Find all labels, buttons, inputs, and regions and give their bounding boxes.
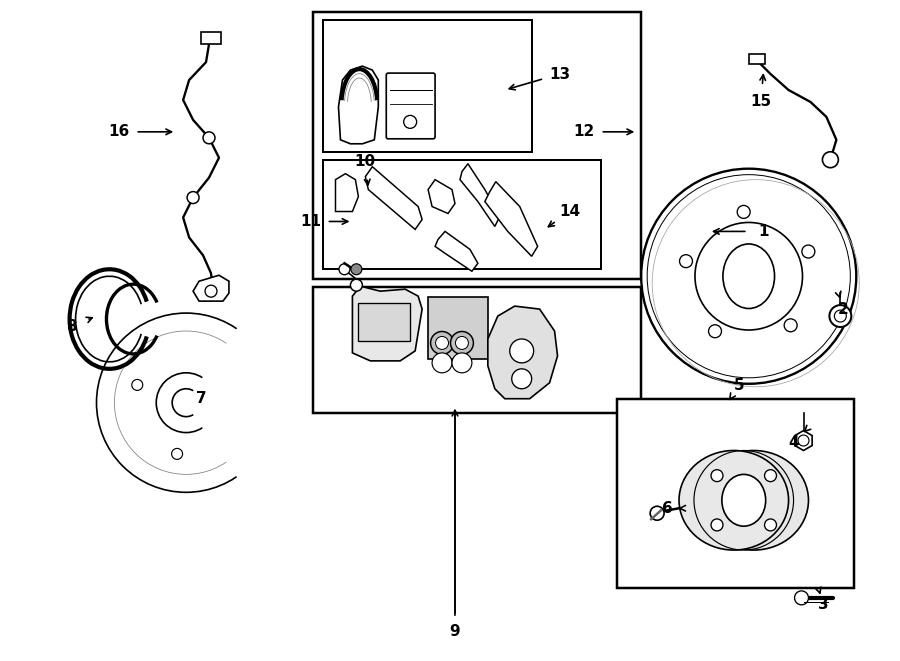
Bar (322, 20, 532, 152)
Text: 16: 16 (109, 124, 130, 139)
Text: 14: 14 (559, 204, 580, 219)
Circle shape (455, 336, 468, 350)
Bar (617, 399, 854, 588)
Circle shape (737, 206, 750, 218)
Circle shape (512, 369, 532, 389)
Circle shape (680, 254, 692, 268)
Circle shape (404, 116, 417, 128)
Circle shape (509, 339, 534, 363)
Circle shape (650, 506, 664, 520)
Text: 9: 9 (450, 624, 460, 639)
Text: 7: 7 (195, 391, 206, 407)
Text: 11: 11 (300, 214, 321, 229)
Bar (428, 297, 488, 359)
Polygon shape (365, 167, 422, 229)
Circle shape (798, 435, 809, 446)
Circle shape (451, 332, 473, 354)
Circle shape (784, 319, 797, 332)
Circle shape (452, 353, 472, 373)
Circle shape (157, 373, 216, 432)
Circle shape (795, 591, 808, 605)
Circle shape (218, 360, 229, 371)
Polygon shape (435, 231, 478, 271)
Bar (312, 13, 641, 279)
Circle shape (350, 279, 363, 291)
Circle shape (764, 470, 777, 482)
Circle shape (708, 325, 722, 338)
Circle shape (834, 310, 846, 322)
Circle shape (802, 245, 814, 258)
Circle shape (764, 519, 777, 531)
Circle shape (351, 264, 362, 275)
Text: 8: 8 (67, 319, 76, 334)
Polygon shape (795, 430, 812, 451)
Circle shape (711, 470, 723, 482)
Polygon shape (336, 174, 358, 212)
Circle shape (430, 332, 454, 354)
Circle shape (96, 313, 275, 492)
Text: 4: 4 (788, 435, 799, 450)
Text: 2: 2 (838, 301, 849, 317)
Circle shape (172, 448, 183, 459)
Circle shape (131, 379, 143, 391)
Bar (312, 287, 641, 412)
Text: 15: 15 (750, 95, 771, 110)
Circle shape (695, 223, 803, 330)
Circle shape (187, 192, 199, 204)
Circle shape (436, 336, 448, 350)
Circle shape (823, 152, 839, 168)
Bar (201, 32, 221, 44)
Bar (749, 54, 765, 64)
Ellipse shape (722, 475, 766, 526)
Text: 13: 13 (549, 67, 570, 81)
Bar (322, 160, 601, 269)
Polygon shape (338, 66, 378, 144)
Circle shape (647, 175, 850, 378)
Circle shape (432, 353, 452, 373)
Circle shape (711, 519, 723, 531)
Ellipse shape (723, 244, 775, 309)
Ellipse shape (699, 451, 808, 550)
Circle shape (203, 132, 215, 144)
Polygon shape (428, 180, 455, 214)
FancyBboxPatch shape (386, 73, 435, 139)
Text: 1: 1 (759, 224, 769, 239)
Polygon shape (353, 286, 422, 361)
Wedge shape (186, 325, 282, 481)
Polygon shape (485, 182, 537, 256)
Ellipse shape (679, 451, 788, 550)
Text: 6: 6 (662, 501, 672, 516)
Circle shape (339, 264, 350, 275)
Circle shape (641, 169, 856, 384)
Polygon shape (194, 275, 229, 301)
Polygon shape (460, 164, 500, 227)
Text: 10: 10 (355, 154, 376, 169)
Circle shape (205, 285, 217, 297)
Circle shape (830, 305, 851, 327)
Circle shape (172, 389, 200, 416)
Text: 12: 12 (574, 124, 595, 139)
Text: 5: 5 (734, 378, 744, 393)
Polygon shape (488, 306, 557, 399)
Text: 3: 3 (818, 598, 829, 612)
Bar (358, 303, 410, 341)
